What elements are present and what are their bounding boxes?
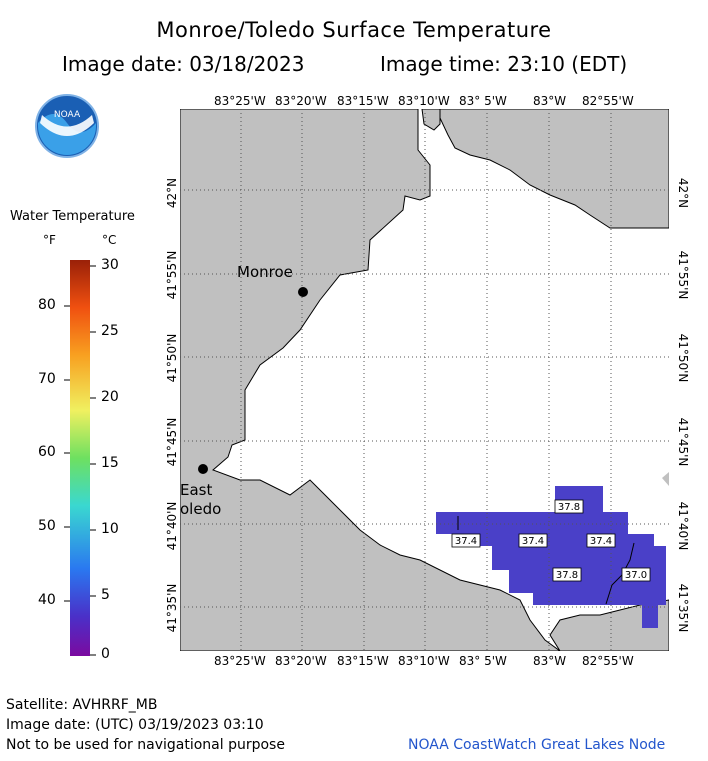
- lat-label-right: 42°N: [676, 177, 690, 209]
- map-area: 37.8 37.4 37.4 37.4 37.8 37.0: [180, 109, 669, 651]
- legend-unit-c: °C: [102, 233, 117, 247]
- lat-label-left: 41°45'N: [165, 417, 179, 467]
- lat-label-left: 41°55'N: [165, 250, 179, 300]
- legend-c-tick: 15: [101, 455, 119, 471]
- footer-utc-date: Image date: (UTC) 03/19/2023 03:10: [6, 717, 264, 733]
- temperature-data-region: [436, 486, 666, 628]
- lon-label-bottom: 83°20'W: [275, 654, 327, 668]
- land-northeast: [439, 109, 669, 229]
- noaa-logo-text: NOAA: [54, 110, 81, 120]
- lat-label-right: 41°50'N: [676, 333, 690, 383]
- legend-title: Water Temperature: [10, 209, 135, 224]
- temp-label: 37.4: [522, 536, 544, 547]
- lat-label-right: 41°45'N: [676, 417, 690, 467]
- legend-c-tick: 0: [101, 646, 110, 662]
- lon-label-bottom: 82°55'W: [582, 654, 634, 668]
- lon-label-bottom: 83° 5'W: [459, 654, 507, 668]
- lon-label-bottom: 83°15'W: [337, 654, 389, 668]
- lon-label-bottom: 83°25'W: [214, 654, 266, 668]
- land-southeast: [549, 599, 669, 651]
- temp-label: 37.8: [558, 502, 580, 513]
- lon-label-top: 83°15'W: [337, 94, 389, 108]
- lat-label-left: 41°40'N: [165, 501, 179, 551]
- legend-f-tick: 40: [38, 592, 56, 608]
- temp-label: 37.4: [590, 536, 612, 547]
- lon-label-top: 83°25'W: [214, 94, 266, 108]
- lat-label-left: 41°35'N: [165, 583, 179, 633]
- image-time: Image time: 23:10 (EDT): [380, 52, 628, 76]
- legend-c-tick: 10: [101, 521, 119, 537]
- legend-colorbar: [64, 260, 96, 656]
- image-date: Image date: 03/18/2023: [62, 52, 305, 76]
- lat-label-right: 41°55'N: [676, 250, 690, 300]
- city-marker-east-toledo: [198, 464, 208, 474]
- lon-label-bottom: 83°10'W: [398, 654, 450, 668]
- lon-label-top: 83° 5'W: [459, 94, 507, 108]
- lon-label-top: 83°W: [533, 94, 567, 108]
- legend-f-tick: 50: [38, 518, 56, 534]
- footer-satellite: Satellite: AVHRRF_MB: [6, 697, 158, 713]
- lat-label-left: 42°N: [165, 177, 179, 209]
- legend-f-tick: 60: [38, 444, 56, 460]
- map-title: Monroe/Toledo Surface Temperature: [156, 18, 552, 42]
- city-marker-monroe: [298, 287, 308, 297]
- legend-c-tick: 30: [101, 257, 119, 273]
- temp-label: 37.8: [556, 570, 578, 581]
- land-island: [421, 109, 441, 131]
- lon-label-bottom: 83°W: [533, 654, 567, 668]
- lat-label-left: 41°50'N: [165, 333, 179, 383]
- lat-label-right: 41°35'N: [676, 583, 690, 633]
- legend-unit-f: °F: [43, 233, 56, 247]
- legend-c-tick: 25: [101, 323, 119, 339]
- lon-label-top: 82°55'W: [582, 94, 634, 108]
- lon-label-top: 83°10'W: [398, 94, 450, 108]
- land-west: [180, 109, 561, 651]
- footer-disclaimer: Not to be used for navigational purpose: [6, 737, 285, 753]
- temp-label: 37.4: [455, 536, 477, 547]
- noaa-logo: NOAA: [35, 94, 99, 158]
- legend-c-tick: 5: [101, 587, 110, 603]
- lon-label-top: 83°20'W: [275, 94, 327, 108]
- footer-credit: NOAA CoastWatch Great Lakes Node: [408, 737, 666, 753]
- city-label-east-toledo: East oledo: [180, 481, 222, 518]
- temp-label: 37.0: [625, 570, 647, 581]
- graticule: [180, 109, 669, 651]
- city-label-monroe: Monroe: [237, 263, 293, 281]
- lat-label-right: 41°40'N: [676, 501, 690, 551]
- legend-f-tick: 70: [38, 371, 56, 387]
- legend-c-tick: 20: [101, 389, 119, 405]
- legend-f-tick: 80: [38, 297, 56, 313]
